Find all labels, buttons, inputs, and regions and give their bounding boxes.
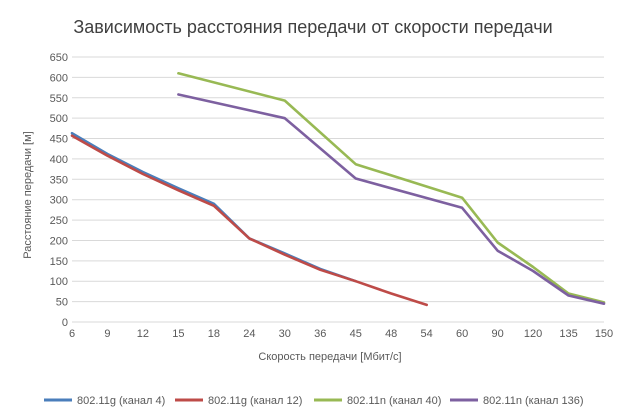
x-tick-label: 12 [137, 328, 149, 340]
grid [72, 56, 604, 323]
legend-label: 802.11n (канал 40) [347, 395, 441, 407]
y-tick-label: 400 [50, 154, 68, 166]
x-tick-label: 60 [456, 328, 468, 340]
x-tick-label: 120 [524, 328, 542, 340]
legend-item: 802.11n (канал 40) [314, 395, 441, 407]
x-tick-label: 45 [350, 328, 362, 340]
legend-item: 802.11g (канал 12) [175, 395, 302, 407]
x-tick-label: 48 [385, 328, 397, 340]
legend-label: 802.11g (канал 12) [208, 395, 302, 407]
x-tick-label: 18 [208, 328, 220, 340]
y-tick-label: 600 [50, 72, 68, 84]
series-line-2 [70, 134, 429, 307]
legend: 802.11g (канал 4) 802.11g (канал 12) 802.1… [44, 395, 584, 407]
y-axis-label: Расстояние передачи [м] [22, 131, 34, 258]
x-tick-label: 9 [104, 328, 110, 340]
series-line-3 [177, 72, 606, 304]
y-tick-label: 150 [50, 256, 68, 268]
y-tick-label: 100 [50, 276, 68, 288]
x-tick-label: 30 [279, 328, 291, 340]
legend-label: 802.11n (канал 136) [483, 395, 584, 407]
legend-label: 802.11g (канал 4) [77, 395, 165, 407]
y-tick-label: 0 [62, 317, 68, 329]
y-tick-label: 350 [50, 174, 68, 186]
y-tick-label: 550 [50, 93, 68, 105]
x-tick-label: 54 [421, 328, 433, 340]
y-tick-label: 650 [50, 52, 68, 64]
x-tick-label: 24 [243, 328, 255, 340]
x-axis-label: Скорость передачи [Мбит/с] [258, 351, 401, 363]
y-tick-label: 250 [50, 215, 68, 227]
series-lines [70, 72, 606, 307]
x-tick-label: 150 [595, 328, 613, 340]
x-tick-label: 36 [314, 328, 326, 340]
y-tick-label: 300 [50, 195, 68, 207]
legend-item: 802.11g (канал 4) [44, 395, 165, 407]
y-tick-label: 50 [56, 297, 68, 309]
x-tick-label: 6 [69, 328, 75, 340]
x-tick-label: 135 [559, 328, 577, 340]
series-line-4 [177, 93, 606, 306]
legend-item: 802.11n (канал 136) [450, 395, 584, 407]
x-axis-ticks: 6 9 12 15 18 24 30 36 45 48 54 60 90 120 135 150 [69, 328, 613, 340]
y-tick-label: 450 [50, 134, 68, 146]
y-tick-label: 500 [50, 113, 68, 125]
x-tick-label: 90 [491, 328, 503, 340]
y-tick-label: 200 [50, 235, 68, 247]
x-tick-label: 15 [172, 328, 184, 340]
y-axis-ticks: 0 50 100 150 200 250 300 350 400 450 500 550 600 650 [50, 52, 68, 329]
chart-title: Зависимость расстояния передачи от скоро… [73, 17, 552, 37]
